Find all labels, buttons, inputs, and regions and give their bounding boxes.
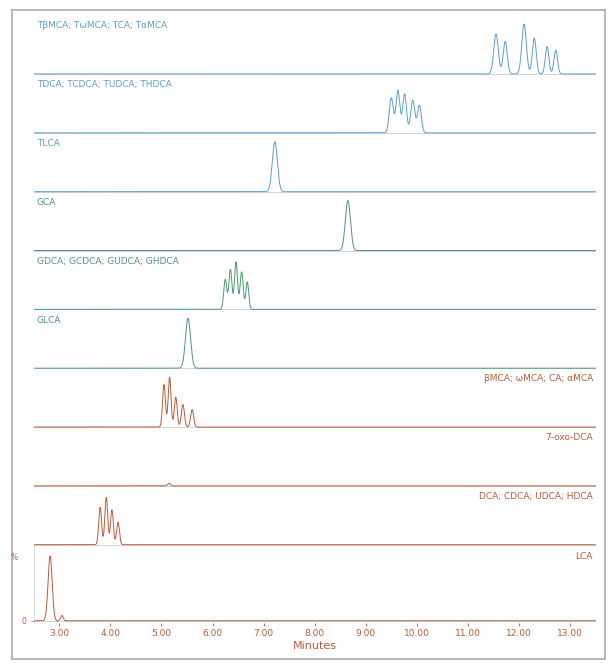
Text: GCA: GCA [37, 198, 56, 207]
Text: TLCA: TLCA [37, 139, 60, 148]
Text: βMCA; ωMCA; CA; αMCA: βMCA; ωMCA; CA; αMCA [483, 374, 593, 384]
Text: %: % [10, 553, 18, 562]
Text: 7-oxo-DCA: 7-oxo-DCA [545, 434, 593, 442]
Text: DCA; CDCA; UDCA; HDCA: DCA; CDCA; UDCA; HDCA [479, 492, 593, 501]
X-axis label: Minutes: Minutes [293, 641, 336, 651]
Text: GDCA; GCDCA; GUDCA; GHDCA: GDCA; GCDCA; GUDCA; GHDCA [37, 256, 178, 266]
Text: TDCA; TCDCA; TUDCA; THDCA: TDCA; TCDCA; TUDCA; THDCA [37, 80, 171, 89]
Text: GLCA: GLCA [37, 316, 61, 324]
Text: TβMCA; TωMCA; TCA; TαMCA: TβMCA; TωMCA; TCA; TαMCA [37, 21, 167, 31]
Text: LCA: LCA [575, 552, 593, 561]
